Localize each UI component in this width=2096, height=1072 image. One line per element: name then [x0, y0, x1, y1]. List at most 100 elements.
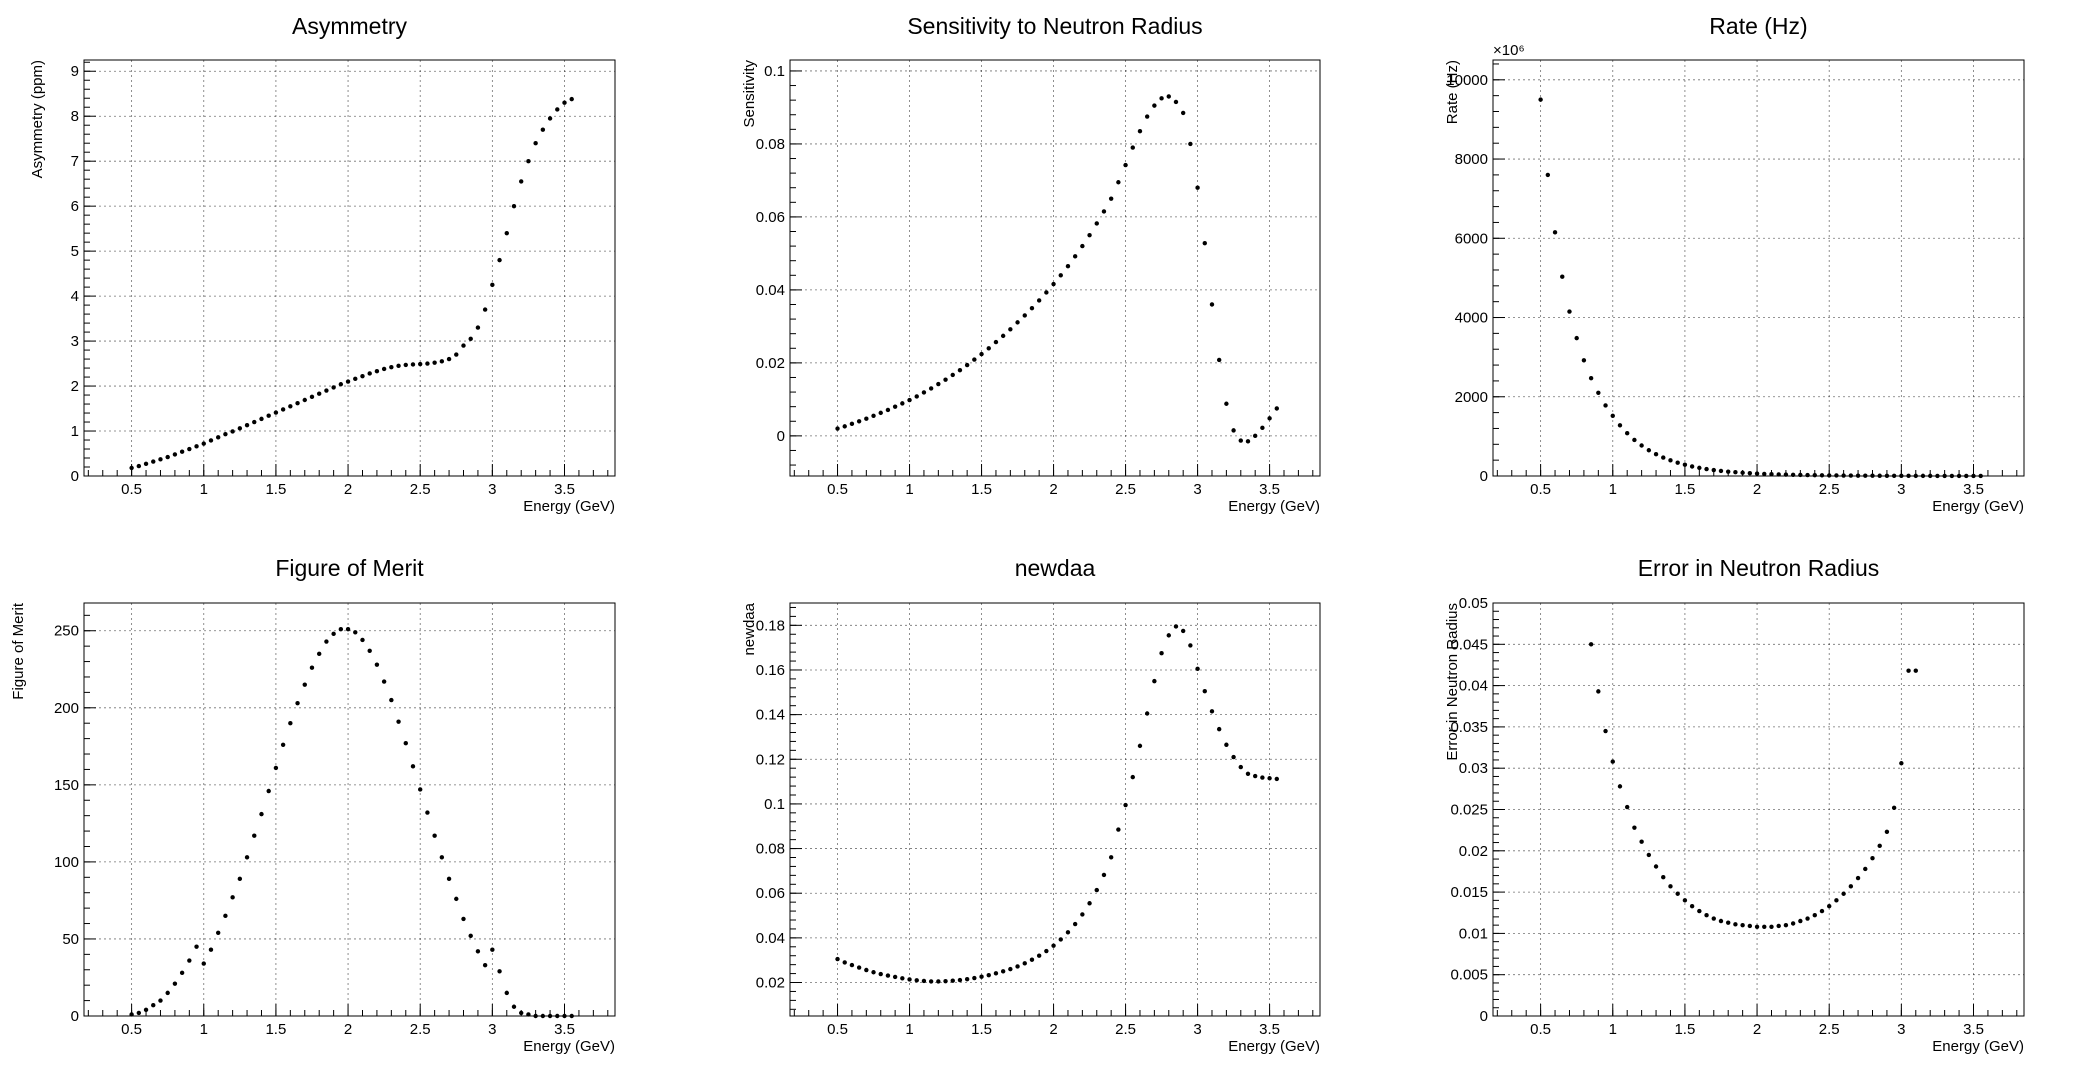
x-tick-label: 2.5 — [1819, 1021, 1840, 1038]
data-point — [1747, 470, 1753, 476]
data-point — [324, 388, 329, 393]
data-point — [468, 933, 473, 939]
data-point — [1617, 784, 1623, 789]
chart-title: Sensitivity to Neutron Radius — [907, 13, 1202, 39]
data-point — [1841, 891, 1846, 896]
x-tick-label: 1 — [905, 481, 913, 498]
data-point — [1783, 472, 1789, 477]
y-tick-label: 0.015 — [1450, 884, 1488, 901]
data-point — [136, 463, 142, 469]
data-point — [1008, 966, 1013, 972]
y-axis-label: Error in Neutron Radius — [1444, 603, 1461, 761]
data-point — [936, 979, 941, 984]
data-point — [237, 876, 243, 882]
data-point — [295, 400, 300, 406]
x-tick-label: 3 — [1897, 481, 1905, 498]
data-point — [562, 100, 567, 105]
data-point — [1682, 462, 1688, 467]
data-point — [266, 788, 271, 794]
data-point — [1891, 473, 1897, 479]
y-tick-label: 0.18 — [756, 617, 785, 634]
chart-panel-1: 0.5 1 1.5 2 2.5 3 3.5 0 1 2 3 4 5 6 7 8 9 Asymmetry Energy… — [29, 13, 616, 515]
data-point — [1639, 839, 1644, 844]
data-point — [547, 1013, 553, 1019]
data-point — [151, 459, 156, 464]
data-point — [864, 967, 869, 973]
data-point — [1022, 961, 1027, 966]
data-point — [1195, 185, 1200, 190]
data-point — [143, 1007, 149, 1013]
data-point — [993, 339, 999, 345]
data-point — [511, 203, 517, 209]
data-point — [151, 1003, 156, 1008]
data-point — [1101, 872, 1107, 878]
data-point — [208, 947, 214, 952]
data-point — [1624, 804, 1630, 810]
data-point — [1682, 898, 1688, 903]
data-point — [1267, 416, 1272, 421]
data-point — [136, 1010, 142, 1016]
data-point — [1632, 825, 1637, 830]
y-tick-label: 0.04 — [1459, 678, 1488, 695]
plot-frame — [83, 602, 616, 1017]
data-point — [215, 930, 221, 935]
data-point — [1195, 666, 1200, 672]
data-point — [338, 382, 344, 387]
y-tick-label: 1 — [71, 423, 79, 440]
x-tick-label: 2.5 — [1115, 1021, 1136, 1038]
x-tick-label: 1 — [1609, 1021, 1617, 1038]
data-point — [1689, 903, 1695, 909]
data-point — [244, 422, 250, 428]
data-point — [1000, 333, 1006, 339]
data-point — [1137, 743, 1143, 749]
chart-panel-5: 0.5 1 1.5 2 2.5 3 3.5 0.02 0.04 0.06 0.08 0.1 0.12 0.… — [741, 555, 1321, 1055]
data-point — [1603, 728, 1608, 734]
x-tick-label: 3.5 — [1963, 1021, 1984, 1038]
x-axis-label: Energy (GeV) — [1228, 498, 1320, 515]
data-point — [1552, 230, 1558, 235]
data-point — [1711, 467, 1716, 473]
data-point — [1072, 921, 1078, 927]
y-axis-multiplier: ×10⁶ — [1493, 42, 1525, 59]
y-tick-label: 9 — [71, 63, 79, 80]
data-point — [309, 394, 315, 400]
data-point — [1116, 180, 1121, 185]
data-point — [1870, 856, 1875, 861]
data-point — [519, 1010, 524, 1016]
x-tick-label: 3.5 — [1259, 481, 1280, 498]
data-point — [1790, 472, 1796, 478]
data-point — [288, 721, 293, 726]
y-tick-label: 6000 — [1455, 230, 1488, 247]
data-point — [468, 336, 473, 342]
data-point — [1884, 829, 1890, 835]
data-point — [1159, 651, 1164, 656]
data-point — [389, 697, 394, 703]
data-point — [1610, 759, 1615, 764]
data-point — [842, 960, 847, 965]
data-point — [1913, 668, 1918, 673]
y-tick-label: 250 — [54, 623, 79, 640]
chart-panel-4: 0.5 1 1.5 2 2.5 3 3.5 0 50 100 150 200 250 Figure of … — [10, 555, 616, 1055]
data-point — [928, 386, 934, 391]
data-point — [856, 965, 862, 970]
data-point — [986, 972, 991, 978]
data-point — [1848, 884, 1854, 889]
x-tick-label: 3.5 — [554, 1021, 575, 1038]
data-point — [950, 372, 955, 378]
data-point — [979, 974, 984, 979]
x-tick-label: 0.5 — [121, 1021, 142, 1038]
data-point — [1152, 103, 1157, 108]
data-point — [1848, 473, 1854, 478]
y-tick-label: 10000 — [1446, 72, 1488, 89]
data-point — [562, 1013, 567, 1019]
data-point — [1689, 464, 1695, 469]
data-point — [885, 407, 891, 413]
data-point — [158, 998, 163, 1003]
data-point — [1762, 924, 1767, 929]
data-point — [1812, 913, 1817, 918]
data-point — [1267, 776, 1272, 781]
data-point — [1769, 924, 1774, 929]
data-point — [129, 465, 134, 471]
x-tick-label: 1.5 — [1674, 481, 1695, 498]
data-point — [273, 765, 279, 771]
